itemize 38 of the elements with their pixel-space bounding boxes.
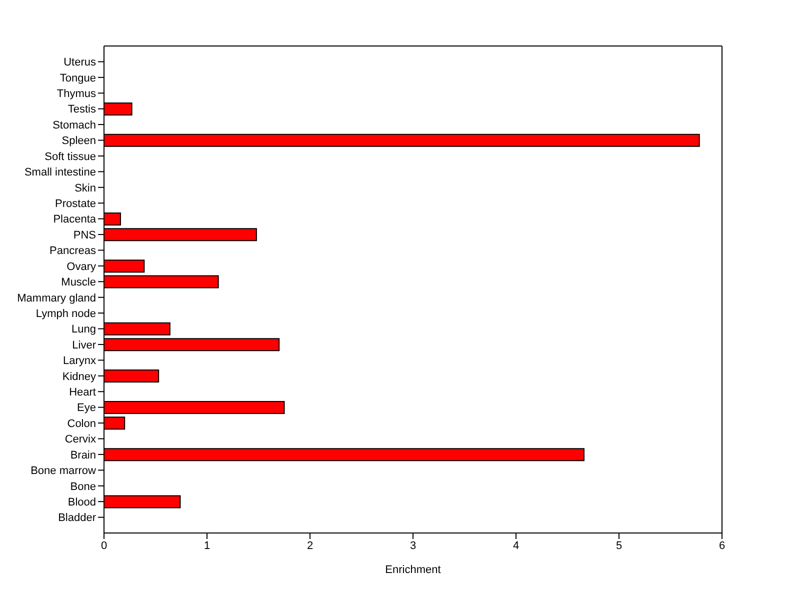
y-tick-label: PNS <box>73 229 96 242</box>
y-tick-label: Pancreas <box>50 245 96 258</box>
x-axis-title: Enrichment <box>385 564 441 576</box>
y-tick-label: Spleen <box>62 135 96 148</box>
y-tick-label: Placenta <box>53 214 97 226</box>
y-tick-label: Stomach <box>52 119 96 132</box>
y-tick-label: Liver <box>72 339 96 352</box>
y-tick-label: Bone marrow <box>30 465 96 478</box>
x-tick-label: 5 <box>616 540 622 552</box>
y-tick-label: Lymph node <box>36 308 96 320</box>
x-tick-label: 0 <box>100 540 108 552</box>
x-tick-label: 3 <box>410 540 416 552</box>
x-tick-label: 1 <box>204 540 210 552</box>
y-tick-label: Thymus <box>56 88 96 100</box>
y-tick-label: Brain <box>70 449 96 462</box>
y-tick-label: Heart <box>69 386 96 399</box>
y-tick-label: Prostate <box>55 198 96 210</box>
y-tick-label: Testis <box>68 104 96 116</box>
y-tick-label: Kidney <box>62 370 96 383</box>
y-tick-label: Eye <box>77 402 96 414</box>
x-tick-label: 4 <box>512 540 520 552</box>
y-tick-label: Ovary <box>66 260 96 273</box>
y-tick-label: Skin <box>74 182 96 194</box>
x-tick-label: 2 <box>306 540 314 552</box>
y-tick-label: Muscle <box>61 276 96 289</box>
y-tick-label: Cervix <box>64 434 96 446</box>
y-tick-label: Small intestine <box>24 166 96 179</box>
y-tick-label: Blood <box>68 496 96 508</box>
y-tick-label: Lung <box>72 324 96 336</box>
y-tick-label: Uterus <box>64 56 96 69</box>
y-tick-label: Soft tissue <box>44 150 96 163</box>
y-tick-label: Tongue <box>60 72 96 84</box>
x-tick-label: 6 <box>718 540 726 552</box>
y-tick-label: Mammary gland <box>17 292 96 304</box>
y-tick-label: Larynx <box>62 355 96 368</box>
y-tick-label: Bone <box>70 480 96 493</box>
y-tick-label: Colon <box>67 418 96 430</box>
y-tick-label: Bladder <box>58 512 96 524</box>
